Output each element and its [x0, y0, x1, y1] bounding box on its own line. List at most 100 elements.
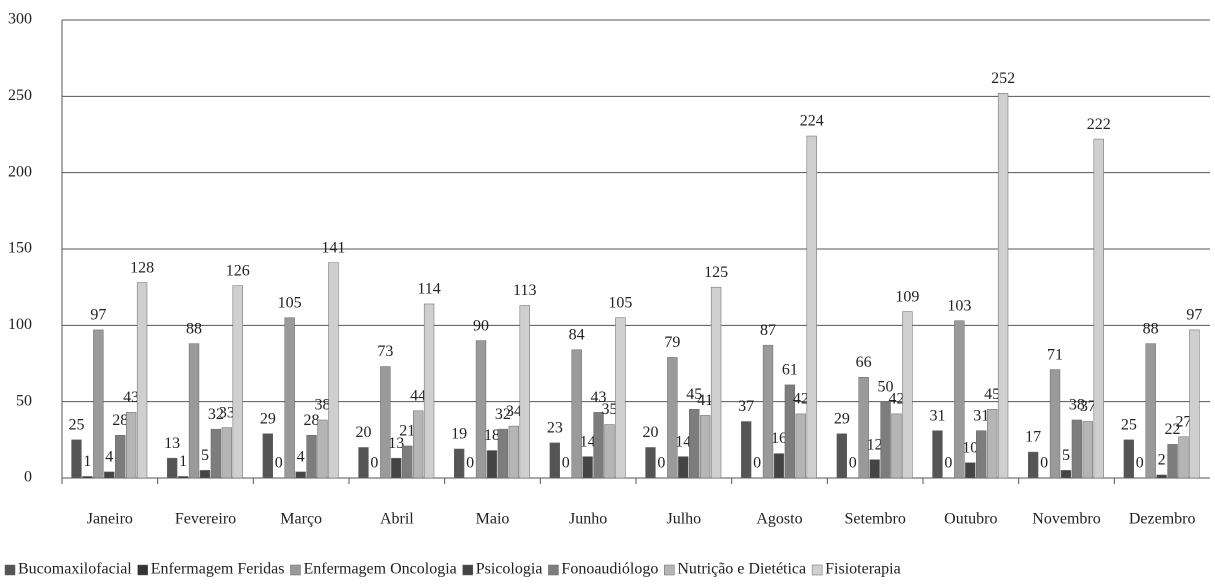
bar — [1167, 444, 1178, 479]
legend-swatch — [664, 564, 675, 576]
bar — [93, 329, 104, 479]
legend-label: Enfermagem Feridas — [151, 561, 285, 578]
bar — [71, 439, 82, 479]
data-label: 17 — [1025, 429, 1041, 446]
bar — [519, 305, 530, 479]
legend-label: Nutrição e Dietética — [677, 561, 806, 578]
bar — [177, 476, 189, 479]
x-tick-label: Setembro — [845, 511, 906, 528]
data-label: 0 — [753, 455, 761, 472]
legend-swatch — [811, 564, 823, 576]
legend-swatch — [548, 564, 559, 576]
data-label: 31 — [973, 407, 989, 424]
legend-label: Bucomaxilofacial — [18, 561, 132, 578]
y-tick-label: 300 — [8, 11, 32, 28]
data-label: 88 — [1143, 320, 1159, 337]
data-label: 22 — [1165, 421, 1181, 438]
bar — [1049, 369, 1061, 479]
bar — [689, 409, 700, 479]
legend-label: Enfermagem Oncologia — [303, 561, 456, 578]
bar — [508, 425, 519, 479]
data-label: 2 — [1158, 452, 1166, 469]
data-label: 66 — [856, 354, 872, 371]
data-label: 18 — [484, 427, 500, 444]
bar — [965, 462, 976, 479]
data-label: 35 — [601, 401, 617, 418]
data-label: 4 — [105, 449, 113, 466]
data-label: 12 — [867, 436, 883, 453]
data-label: 105 — [608, 294, 632, 311]
y-tick-label: 250 — [8, 87, 32, 104]
bar — [784, 384, 796, 479]
bar — [328, 262, 339, 479]
data-label: 33 — [219, 404, 235, 421]
bar — [1189, 329, 1200, 479]
data-label: 41 — [697, 392, 713, 409]
data-label: 44 — [410, 387, 426, 404]
legend-label: Psicologia — [476, 561, 543, 578]
bar — [1060, 470, 1072, 479]
bar — [582, 456, 593, 479]
data-label: 43 — [123, 389, 139, 406]
bar — [210, 428, 222, 479]
y-tick-label: 0 — [24, 469, 32, 486]
data-label: 128 — [130, 259, 154, 276]
data-label: 14 — [675, 433, 691, 450]
x-tick-label: Abril — [380, 511, 414, 528]
bar — [678, 456, 689, 479]
data-label: 125 — [704, 264, 728, 281]
bar — [1178, 436, 1189, 479]
data-label: 43 — [591, 389, 607, 406]
bar — [497, 428, 509, 479]
bar — [284, 317, 295, 479]
bar — [902, 311, 913, 479]
data-label: 4 — [297, 449, 305, 466]
data-label: 103 — [947, 297, 971, 314]
data-label: 0 — [562, 455, 570, 472]
bar — [1156, 474, 1167, 479]
data-label: 19 — [451, 426, 467, 443]
bar — [976, 430, 987, 479]
bar — [221, 427, 232, 479]
bar — [317, 419, 328, 479]
x-tick-label: Maio — [476, 511, 510, 528]
x-tick-label: Outubro — [944, 511, 997, 528]
data-label: 87 — [760, 322, 776, 339]
data-label: 0 — [944, 455, 952, 472]
data-label: 38 — [314, 397, 330, 414]
bar — [295, 471, 306, 479]
data-label: 61 — [782, 362, 798, 379]
data-label: 32 — [495, 406, 511, 423]
bar — [166, 457, 178, 479]
data-label: 38 — [1069, 397, 1085, 414]
bar — [104, 471, 115, 479]
bar — [380, 366, 391, 479]
data-label: 10 — [962, 439, 978, 456]
data-label: 23 — [547, 420, 563, 437]
data-label: 84 — [569, 326, 585, 343]
data-label: 105 — [278, 294, 302, 311]
y-tick-label: 150 — [8, 240, 32, 257]
bar — [1082, 421, 1093, 479]
data-label: 1 — [83, 453, 91, 470]
bar — [475, 340, 487, 479]
data-label: 88 — [186, 320, 202, 337]
data-label: 28 — [304, 412, 320, 429]
data-label: 34 — [506, 403, 522, 420]
data-label: 37 — [738, 398, 754, 415]
data-label: 114 — [417, 281, 440, 298]
data-label: 45 — [984, 386, 1000, 403]
data-label: 5 — [201, 447, 209, 464]
bar — [986, 409, 998, 479]
data-label: 42 — [888, 391, 904, 408]
data-label: 113 — [513, 282, 536, 299]
bar — [571, 349, 582, 479]
data-label: 224 — [800, 113, 824, 130]
bar — [795, 413, 806, 479]
data-label: 45 — [686, 386, 702, 403]
bar — [880, 401, 891, 479]
data-label: 25 — [68, 417, 84, 434]
bar — [1027, 451, 1039, 479]
data-label: 32 — [208, 406, 224, 423]
